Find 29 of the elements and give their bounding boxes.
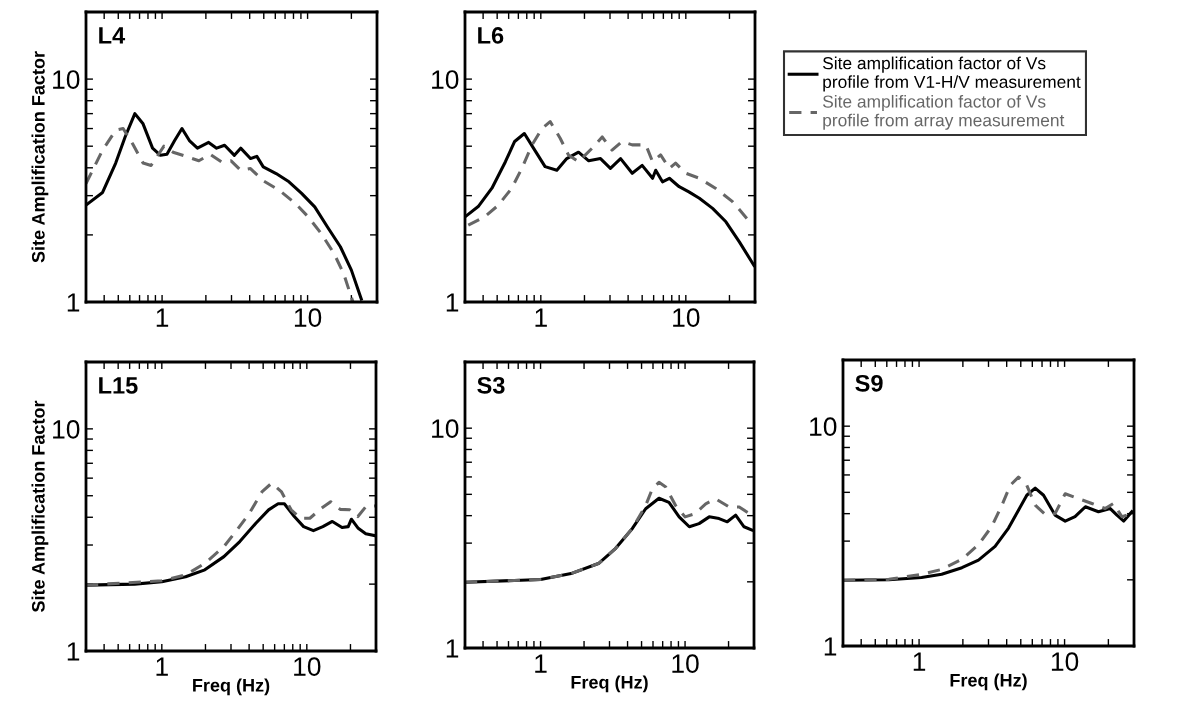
legend-label: Site amplification factor of Vs profile from array measurement [822, 94, 1065, 130]
y-axis-title: Site Amplification Factor [31, 51, 49, 263]
y-tick-label: 1 [67, 293, 80, 312]
chart-title: L4 [99, 27, 126, 44]
chart-title: S3 [477, 376, 505, 394]
x-tick-label: 10 [672, 654, 699, 673]
x-tick-label: 1 [913, 652, 926, 671]
y-tick-label: 10 [53, 70, 80, 89]
x-tick-label: 1 [535, 308, 547, 327]
y-axis-title: Site Amplification Factor [31, 400, 49, 612]
chart-title: L15 [99, 377, 138, 394]
x-axis-title: Freq (Hz) [571, 675, 648, 693]
chart-title: L6 [478, 27, 504, 44]
x-axis-title: Freq (Hz) [950, 673, 1027, 691]
y-tick-label: 1 [446, 293, 459, 312]
x-tick-label: 1 [535, 654, 547, 673]
x-tick-label: 1 [156, 657, 168, 676]
y-tick-label: 10 [432, 419, 459, 438]
legend-label: Site amplification factor of Vs profile from V1-H/V measurement [822, 56, 1081, 92]
x-axis-title: Freq (Hz) [193, 678, 270, 696]
y-tick-label: 10 [53, 420, 80, 439]
x-tick-label: 10 [294, 657, 321, 676]
x-tick-label: 1 [156, 308, 169, 327]
chart-title: S9 [855, 374, 883, 392]
x-tick-label: 10 [294, 308, 322, 327]
y-tick-label: 10 [432, 70, 459, 89]
x-tick-label: 10 [673, 308, 700, 327]
x-tick-label: 10 [1051, 652, 1079, 671]
y-tick-label: 1 [446, 639, 459, 658]
